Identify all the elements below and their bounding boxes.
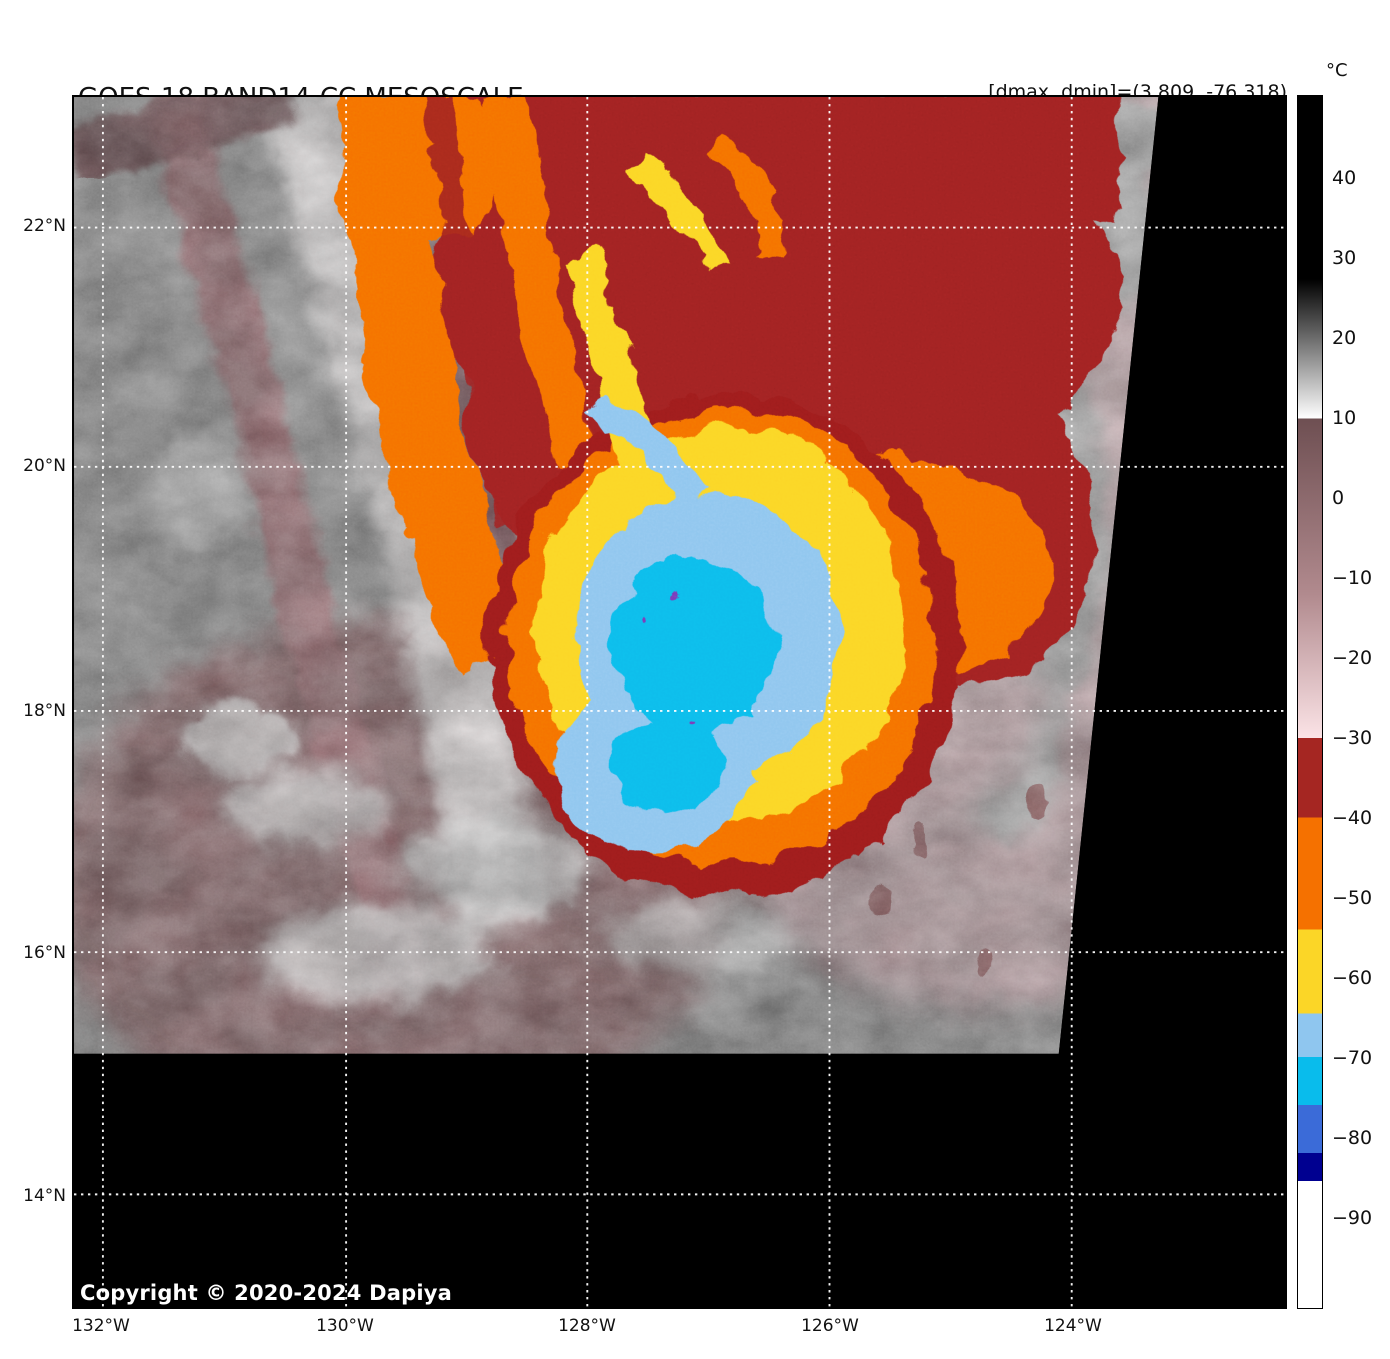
lat-axis-label: 20°N xyxy=(23,456,66,476)
lat-axis-label: 22°N xyxy=(23,216,66,236)
colorbar-tick-label: 10 xyxy=(1332,407,1357,430)
lat-axis-label: 14°N xyxy=(23,1186,66,1206)
colorbar-tick-label: −50 xyxy=(1332,886,1373,909)
colorbar-tick-label: −80 xyxy=(1332,1126,1373,1149)
no-data-mask xyxy=(74,97,1285,1307)
lon-axis-label: 126°W xyxy=(801,1316,859,1336)
colorbar-tick-label: −30 xyxy=(1332,726,1373,749)
lon-axis-label: 128°W xyxy=(558,1316,616,1336)
colorbar-tick-label: −20 xyxy=(1332,647,1373,669)
colorbar-tick-label: −60 xyxy=(1332,966,1373,989)
colorbar-unit-label: °C xyxy=(1326,60,1348,81)
map-plot-area xyxy=(72,95,1287,1309)
lon-axis-label: 132°W xyxy=(72,1316,130,1336)
satellite-image-art xyxy=(74,97,1285,1307)
lat-axis-label: 18°N xyxy=(23,701,66,721)
colorbar-tick-label: 40 xyxy=(1332,167,1357,190)
colorbar-tick-label: 30 xyxy=(1332,247,1357,270)
temperature-colorbar xyxy=(1297,95,1323,1309)
colorbar-tick-label: −70 xyxy=(1332,1046,1373,1069)
colorbar-tick-label: −10 xyxy=(1332,567,1373,590)
lon-axis-label: 130°W xyxy=(316,1316,374,1336)
copyright-text: Copyright © 2020-2024 Dapiya xyxy=(80,1281,452,1305)
lat-axis-label: 16°N xyxy=(23,943,66,963)
lon-axis-label: 124°W xyxy=(1044,1316,1102,1336)
colorbar-tick-label: −40 xyxy=(1332,806,1373,829)
colorbar-tick-label: 0 xyxy=(1332,487,1345,510)
colorbar-tick-label: 20 xyxy=(1332,327,1357,350)
colorbar-tick-label: −90 xyxy=(1332,1206,1373,1229)
